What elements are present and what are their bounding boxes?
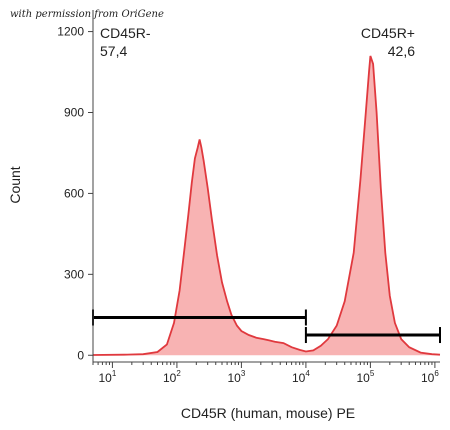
gate-name-label: CD45R+ bbox=[361, 25, 415, 41]
histogram-line bbox=[92, 55, 441, 356]
x-tick-label: 102 bbox=[163, 369, 181, 385]
x-tick-label: 106 bbox=[421, 369, 439, 385]
y-tick-label: 0 bbox=[77, 348, 84, 362]
gate-percent-label: 57,4 bbox=[100, 43, 127, 59]
plot-area bbox=[92, 55, 441, 356]
gate-positive[interactable] bbox=[304, 327, 441, 344]
axes: 0 300 600 900 1200 101 102 103 104 105 106 CD45R- 57… bbox=[57, 10, 440, 385]
gate-percent-label: 42,6 bbox=[388, 43, 415, 59]
gate-name-label: CD45R- bbox=[100, 25, 151, 41]
x-tick-label: 105 bbox=[356, 369, 374, 385]
x-tick-label: 104 bbox=[292, 369, 310, 385]
y-tick-label: 600 bbox=[64, 186, 84, 200]
histogram-fill bbox=[93, 55, 440, 356]
y-tick-label: 900 bbox=[64, 105, 84, 119]
y-tick-label: 300 bbox=[64, 267, 84, 281]
watermark-text: with permission from OriGene bbox=[10, 9, 164, 20]
x-tick-label: 103 bbox=[228, 369, 246, 385]
y-axis-title: Count bbox=[7, 166, 23, 203]
x-axis-title: CD45R (human, mouse) PE bbox=[181, 405, 355, 421]
x-tick-label: 101 bbox=[99, 369, 117, 385]
y-tick-label: 1200 bbox=[57, 25, 84, 39]
